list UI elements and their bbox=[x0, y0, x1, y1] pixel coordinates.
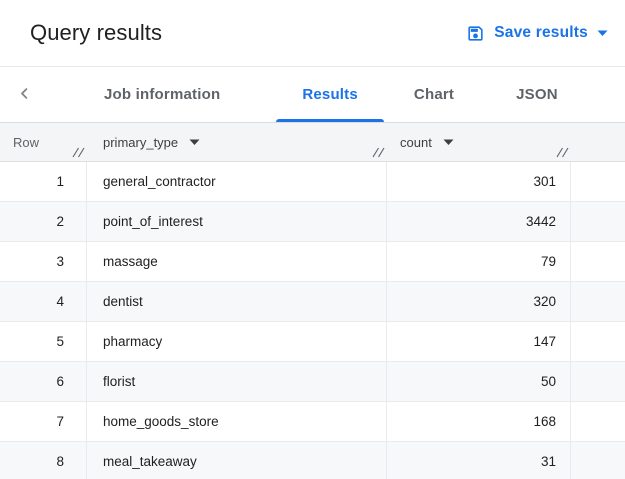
table-header: Row primary_type count bbox=[0, 123, 625, 162]
tab-json[interactable]: JSON bbox=[516, 86, 558, 103]
cell-spacer bbox=[571, 162, 625, 201]
save-results-label: Save results bbox=[494, 24, 588, 41]
column-header-row: Row bbox=[0, 123, 87, 161]
save-results-button[interactable]: Save results bbox=[466, 24, 608, 43]
cell-row-number: 2 bbox=[0, 202, 87, 241]
column-menu-caret-icon[interactable] bbox=[443, 139, 454, 146]
column-resize-handle[interactable] bbox=[72, 147, 85, 158]
cell-row-number: 4 bbox=[0, 282, 87, 321]
tab-job-information[interactable]: Job information bbox=[104, 86, 221, 103]
cell-count: 79 bbox=[387, 242, 571, 281]
column-header-count[interactable]: count bbox=[387, 123, 571, 161]
cell-spacer bbox=[571, 282, 625, 321]
save-icon bbox=[466, 24, 485, 43]
cell-primary-type: florist bbox=[87, 362, 387, 401]
tab-bar: Job information Results Chart JSON bbox=[0, 67, 625, 123]
cell-count: 31 bbox=[387, 442, 571, 479]
column-header-label: count bbox=[400, 134, 432, 150]
cell-spacer bbox=[571, 322, 625, 361]
column-resize-handle[interactable] bbox=[556, 147, 569, 158]
cell-primary-type: point_of_interest bbox=[87, 202, 387, 241]
page-title: Query results bbox=[30, 20, 163, 45]
tab-results[interactable]: Results bbox=[276, 67, 384, 122]
tabs-scroll-left-button[interactable] bbox=[6, 67, 42, 122]
cell-row-number: 8 bbox=[0, 442, 87, 479]
cell-count: 50 bbox=[387, 362, 571, 401]
column-header-primary-type[interactable]: primary_type bbox=[87, 123, 387, 161]
column-resize-handle[interactable] bbox=[372, 147, 385, 158]
cell-primary-type: pharmacy bbox=[87, 322, 387, 361]
cell-count: 147 bbox=[387, 322, 571, 361]
caret-down-icon bbox=[597, 30, 608, 37]
cell-primary-type: home_goods_store bbox=[87, 402, 387, 441]
cell-spacer bbox=[571, 442, 625, 479]
column-menu-caret-icon[interactable] bbox=[189, 139, 200, 146]
cell-row-number: 6 bbox=[0, 362, 87, 401]
table-row: 1 general_contractor 301 bbox=[0, 162, 625, 202]
table-row: 3 massage 79 bbox=[0, 242, 625, 282]
cell-spacer bbox=[571, 402, 625, 441]
cell-row-number: 5 bbox=[0, 322, 87, 361]
table-row: 7 home_goods_store 168 bbox=[0, 402, 625, 442]
cell-spacer bbox=[571, 202, 625, 241]
cell-spacer bbox=[571, 242, 625, 281]
cell-primary-type: meal_takeaway bbox=[87, 442, 387, 479]
column-header-label: primary_type bbox=[103, 134, 179, 150]
cell-primary-type: dentist bbox=[87, 282, 387, 321]
table-row: 6 florist 50 bbox=[0, 362, 625, 402]
cell-row-number: 1 bbox=[0, 162, 87, 201]
column-header-label: Row bbox=[13, 134, 40, 150]
table-row: 4 dentist 320 bbox=[0, 282, 625, 322]
column-header-spacer bbox=[571, 123, 625, 161]
cell-count: 3442 bbox=[387, 202, 571, 241]
table-row: 8 meal_takeaway 31 bbox=[0, 442, 625, 479]
topbar: Query results Save results bbox=[0, 0, 625, 67]
cell-primary-type: massage bbox=[87, 242, 387, 281]
cell-row-number: 3 bbox=[0, 242, 87, 281]
table-row: 5 pharmacy 147 bbox=[0, 322, 625, 362]
cell-count: 168 bbox=[387, 402, 571, 441]
cell-spacer bbox=[571, 362, 625, 401]
cell-count: 301 bbox=[387, 162, 571, 201]
table-row: 2 point_of_interest 3442 bbox=[0, 202, 625, 242]
chevron-left-icon bbox=[17, 86, 32, 104]
cell-count: 320 bbox=[387, 282, 571, 321]
cell-row-number: 7 bbox=[0, 402, 87, 441]
tab-chart[interactable]: Chart bbox=[413, 86, 455, 103]
cell-primary-type: general_contractor bbox=[87, 162, 387, 201]
results-table: 1 general_contractor 301 2 point_of_inte… bbox=[0, 162, 625, 479]
